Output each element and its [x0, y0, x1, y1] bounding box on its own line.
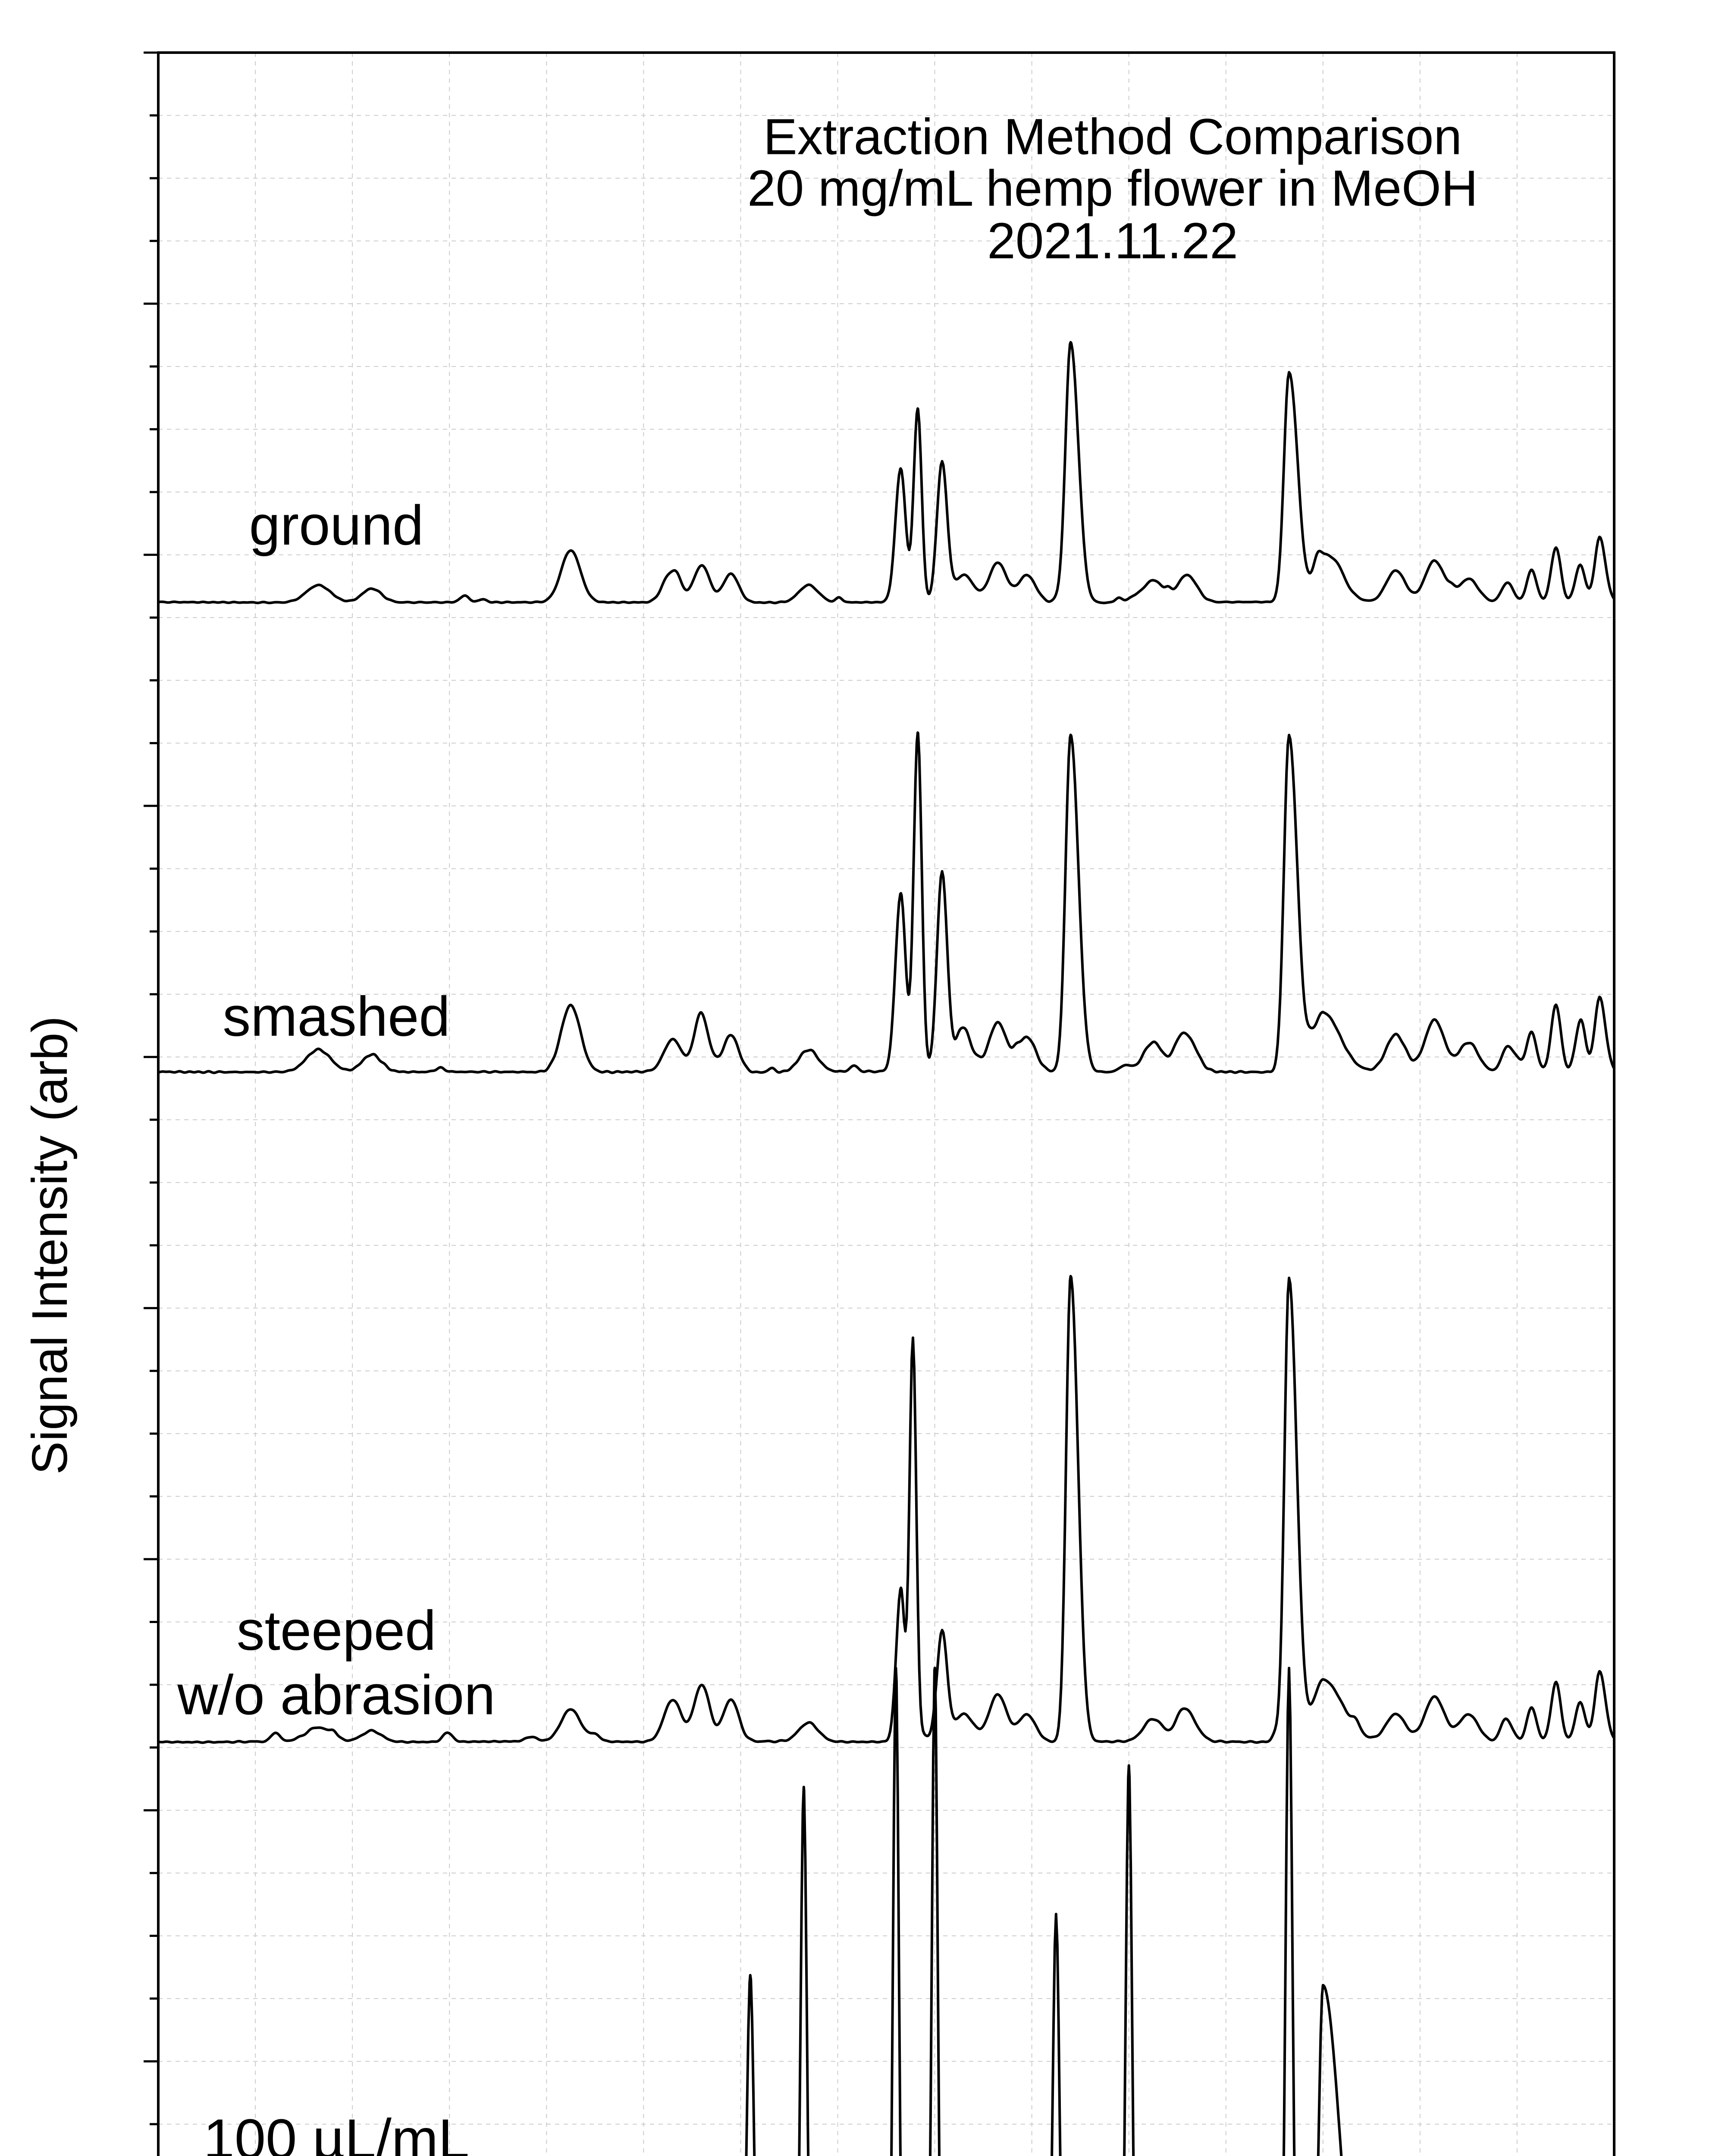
svg-text:2021.11.22: 2021.11.22 — [987, 213, 1238, 270]
svg-text:ground: ground — [249, 494, 424, 557]
svg-text:Extraction Method Comparison: Extraction Method Comparison — [763, 109, 1462, 166]
svg-text:20 mg/mL hemp flower in MeOH: 20 mg/mL hemp flower in MeOH — [747, 160, 1478, 217]
svg-text:Signal Intensity (arb): Signal Intensity (arb) — [22, 1016, 78, 1475]
svg-text:smashed: smashed — [223, 985, 450, 1048]
svg-text:w/o abrasion: w/o abrasion — [177, 1664, 495, 1727]
svg-text:steeped: steeped — [237, 1599, 436, 1662]
svg-text:100 µL/mL: 100 µL/mL — [204, 2107, 470, 2156]
